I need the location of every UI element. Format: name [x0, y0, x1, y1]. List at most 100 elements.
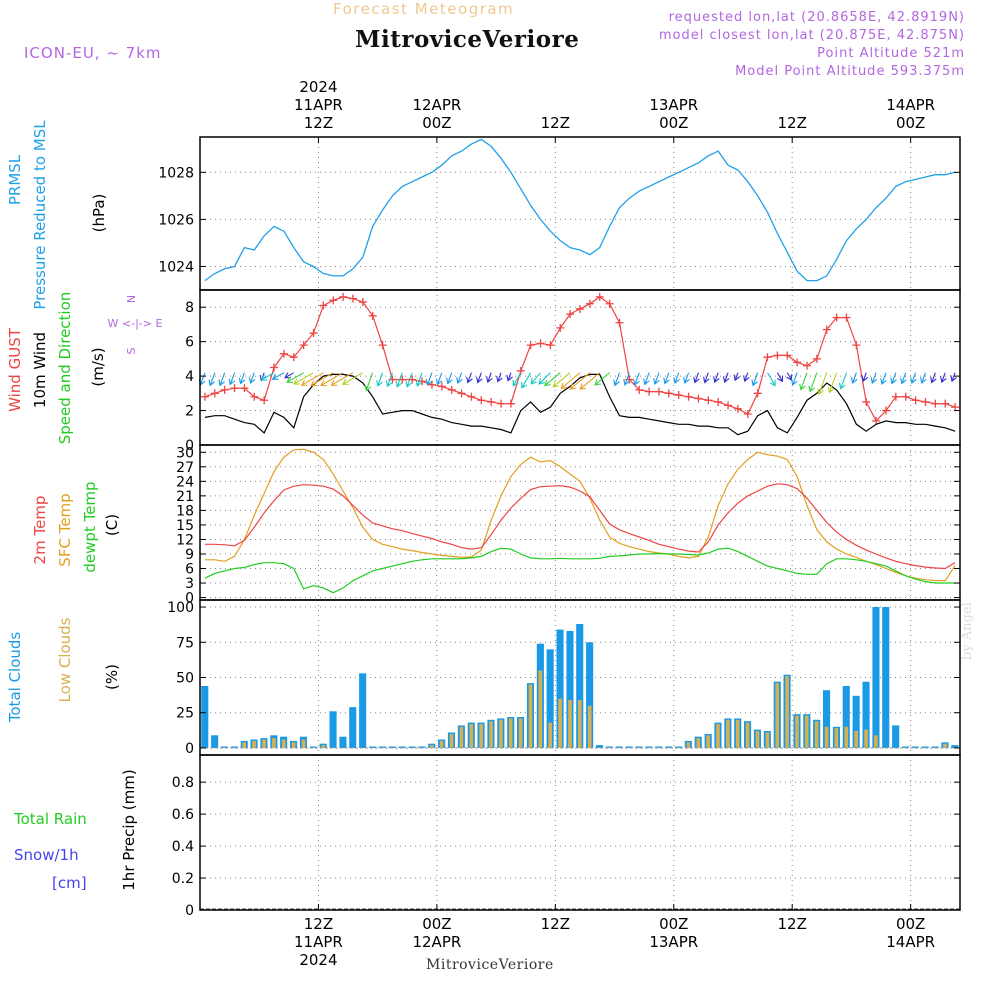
wind-arrow: [808, 372, 818, 393]
y-tick-label: 0.2: [172, 871, 194, 887]
x-tick-label: 00Z: [896, 915, 925, 933]
wind-arrow: [880, 372, 887, 385]
low-cloud-bar: [518, 718, 523, 748]
wind-arrow: [271, 372, 285, 380]
low-cloud-bar: [548, 722, 552, 748]
total-cloud-bar: [902, 746, 910, 748]
gust-marker: [783, 351, 792, 360]
gust-marker: [803, 361, 812, 370]
total-cloud-bar: [882, 607, 890, 748]
precip-y-ticks: 0 0.2 0.4 0.6 0.8: [172, 775, 960, 919]
station-title: MitroviceVeriore: [355, 26, 580, 53]
wind-arrow: [613, 372, 620, 387]
x-tick-label: 11APR: [294, 933, 343, 951]
wind-arrow: [435, 372, 443, 386]
low-cloud-bar: [558, 698, 562, 748]
wind-label: 10m Wind: [31, 332, 49, 408]
total-cloud-bar: [635, 746, 643, 748]
panel-frame-precip: [199, 754, 961, 911]
wind-arrow: [594, 372, 610, 386]
gust-marker: [250, 392, 259, 401]
x-tick-label: 11APR: [294, 96, 343, 114]
gust-marker: [654, 387, 663, 396]
low-cloud-bar: [252, 740, 256, 748]
compass-n: N: [125, 295, 138, 303]
low-cloud-bar: [726, 719, 730, 748]
y-tick-label: 25: [176, 706, 194, 722]
x-tick-label: 13APR: [649, 933, 698, 951]
total-cloud-bar: [655, 746, 663, 748]
y-tick-label: 30: [176, 445, 194, 461]
y-tick-label: 2: [185, 404, 194, 420]
gust-marker: [951, 403, 960, 412]
wind-arrow: [425, 372, 433, 386]
total-cloud-bar: [586, 642, 594, 748]
gust-marker: [536, 339, 545, 348]
gust-marker: [733, 404, 742, 413]
pressure-line: [204, 138, 956, 282]
total-cloud-bar: [625, 746, 633, 748]
low-cloud-bar: [805, 715, 809, 748]
gust-marker: [358, 298, 367, 307]
y-tick-label: 24: [176, 474, 194, 490]
low-cloud-bar: [479, 724, 483, 748]
low-cloud-bar: [785, 676, 789, 748]
total-cloud-bar: [931, 746, 939, 748]
gust-marker: [585, 299, 594, 308]
wind-arrow: [342, 372, 364, 385]
wind-arrow: [560, 372, 581, 390]
gust-marker: [378, 341, 387, 350]
gust-marker: [487, 397, 496, 406]
y-tick-label: 0: [185, 903, 194, 919]
gust-marker: [704, 396, 713, 405]
low-cloud-bar: [459, 726, 464, 748]
x-tick-label: 12APR: [412, 933, 461, 951]
wind-arrow: [521, 372, 532, 389]
low-cloud-bar: [499, 719, 503, 748]
total-clouds-label: Total Clouds: [6, 632, 24, 724]
wind-arrow: [476, 372, 483, 384]
wind-arrow: [861, 372, 869, 383]
total-cloud-bar: [339, 736, 347, 748]
y-tick-label: 18: [176, 503, 194, 519]
gust-marker: [842, 313, 851, 322]
total-cloud-bar: [842, 686, 850, 748]
wind-arrow: [364, 372, 374, 392]
gust-marker: [674, 391, 683, 400]
y-tick-label: 0: [185, 438, 194, 454]
closest-coords: model closest lon,lat (20.875E, 42.875N): [658, 28, 965, 43]
y-tick-label: 12: [176, 532, 194, 548]
gust-marker: [210, 389, 219, 398]
low-cloud-bar: [706, 735, 710, 748]
gust-marker: [615, 318, 624, 327]
gust-marker: [329, 296, 338, 305]
gust-marker: [931, 399, 940, 408]
panel-frame-temperature: [199, 444, 961, 601]
total-cloud-bar: [398, 746, 406, 748]
low-cloud-bar: [301, 739, 306, 748]
gust-marker: [457, 389, 466, 398]
wind-arrow: [633, 372, 640, 386]
gust-marker: [240, 384, 249, 393]
requested-coords: requested lon,lat (20.8658E, 42.8919N): [668, 10, 965, 25]
gust-marker: [339, 292, 348, 301]
low-cloud-bars: [242, 670, 947, 748]
x-tick-label: 14APR: [886, 933, 935, 951]
total-cloud-bar: [546, 649, 554, 748]
gust-marker: [200, 392, 209, 401]
pressure-label-1: PRMSL: [6, 154, 24, 205]
low-cloud-bar: [814, 721, 819, 748]
wind-arrow: [238, 372, 246, 385]
y-tick-label: 15: [176, 518, 194, 534]
low-cloud-bar: [716, 724, 720, 748]
y-tick-label: 1024: [158, 259, 194, 275]
x-tick-label: 14APR: [886, 96, 935, 114]
wind-arrow: [512, 372, 522, 387]
wind-arrow: [940, 372, 947, 384]
total-cloud-bar: [596, 745, 604, 748]
gust-marker: [368, 311, 377, 320]
low-cloud-bar: [696, 738, 701, 748]
low-cloud-bar: [943, 743, 947, 748]
gust-marker: [862, 397, 871, 406]
wind-arrow: [330, 372, 354, 386]
